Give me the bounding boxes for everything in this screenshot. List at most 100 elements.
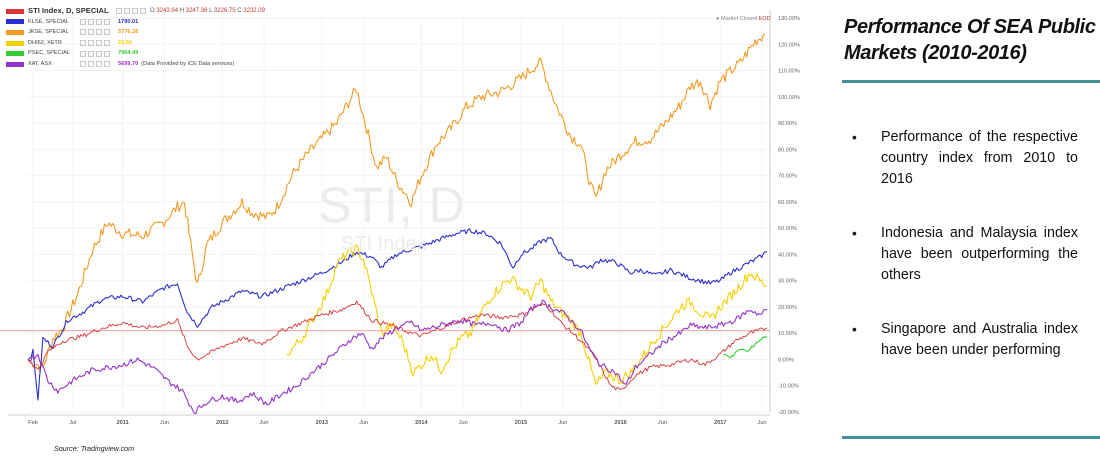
legend-toggle-box[interactable]	[104, 61, 110, 68]
x-tick-label: Jun	[658, 420, 667, 426]
legend-toggle-box[interactable]	[104, 29, 110, 36]
summary-panel: Performance Of SEA Public Markets (2010-…	[830, 0, 1100, 458]
legend-toggle-box[interactable]	[80, 50, 86, 57]
y-tick-label: 90.00%	[778, 121, 797, 127]
market-status-text: Market Closed	[720, 16, 758, 22]
legend-swatch	[6, 51, 24, 57]
legend-main-row[interactable]: STI Index, D, SPECIAL O 3243.94 H 3247.3…	[6, 6, 265, 17]
legend-toggle-box[interactable]	[140, 8, 146, 15]
legend-item-name: DHI62, XETR	[28, 39, 62, 46]
y-tick-label: 80.00%	[778, 147, 797, 153]
y-tick-label: 20.00%	[778, 305, 797, 311]
plot-area	[28, 18, 770, 412]
legend-toggle-box[interactable]	[88, 50, 94, 57]
chart-legend: STI Index, D, SPECIAL O 3243.94 H 3247.3…	[6, 6, 265, 70]
legend-toggle-box[interactable]	[80, 18, 86, 25]
legend-item-value: 1790.01	[118, 18, 139, 25]
y-tick-label: 30.00%	[778, 279, 797, 285]
ohlc-readout: O 3243.94 H 3247.36 L 3226.75 C 3232.09	[150, 8, 265, 14]
y-tick-label: -10.00%	[778, 384, 799, 390]
source-note: Source: Tradingview.com	[54, 444, 135, 453]
y-tick-label: 40.00%	[778, 252, 797, 258]
series-line-klse	[27, 228, 768, 401]
watermark-name: STI Index	[341, 233, 427, 255]
legend-item-name: XAT, ASX	[28, 60, 52, 67]
chart-axes: 130.00% 120.00% 110.00% 100.00% 90.00% 80.00%…	[8, 10, 800, 426]
series-line-xat	[27, 299, 768, 415]
x-tick-label: 2013	[316, 420, 328, 426]
watermark-symbol: STI, D	[318, 177, 466, 233]
x-tick-label: 2014	[415, 420, 428, 426]
x-tick-label: Jun	[558, 420, 567, 426]
legend-toggle-box[interactable]	[116, 8, 122, 15]
legend-toggle-box[interactable]	[104, 18, 110, 25]
legend-item-value: 21.00	[118, 39, 132, 46]
legend-toggle-box[interactable]	[88, 18, 94, 25]
line-chart: 130.00% 120.00% 110.00% 100.00% 90.00% 80.00%…	[0, 10, 800, 426]
legend-toggle-box[interactable]	[132, 8, 138, 15]
x-tick-label: 2011	[117, 420, 129, 426]
bullet-list: Performance of the respective country in…	[852, 127, 1078, 361]
y-tick-label: 110.00%	[778, 69, 800, 75]
status-icon: ●	[716, 16, 720, 22]
legend-item-value: 5776.28	[118, 29, 139, 36]
y-tick-label: 100.00%	[778, 95, 800, 101]
y-tick-label: -20.00%	[778, 410, 799, 416]
legend-item[interactable]: KLSE, SPECIAL 1790.01	[6, 17, 265, 28]
legend-toggle-box[interactable]	[96, 61, 102, 68]
legend-item[interactable]: XAT, ASX 5699.70 (Data Provided by ICE Dat…	[6, 59, 265, 70]
legend-item[interactable]: PSEC, SPECIAL 7964.49	[6, 48, 265, 59]
legend-toggle-box[interactable]	[88, 29, 94, 36]
title-divider	[842, 80, 1100, 83]
x-tick-label: 2012	[216, 420, 228, 426]
bottom-divider	[842, 436, 1100, 439]
chart-series	[27, 33, 768, 415]
legend-swatch	[6, 40, 24, 46]
legend-item-note: (Data Provided by ICE Data services)	[141, 60, 235, 67]
legend-toggle-box[interactable]	[104, 40, 110, 47]
legend-swatch	[6, 29, 24, 35]
legend-item-value: 7964.49	[118, 50, 139, 57]
legend-toggle-box[interactable]	[96, 40, 102, 47]
legend-toggle-box[interactable]	[96, 18, 102, 25]
legend-toggle-box[interactable]	[80, 29, 86, 36]
legend-toggle-box[interactable]	[124, 8, 130, 15]
y-tick-label: 130.00%	[778, 16, 800, 22]
legend-item[interactable]: JKSE, SPECIAL 5776.28	[6, 27, 265, 38]
y-tick-label: 10.00%	[778, 331, 797, 337]
x-tick-label: Jun	[758, 420, 767, 426]
x-tick-label: Jun	[359, 420, 368, 426]
series-line-jkse	[27, 33, 766, 372]
legend-item-name: KLSE, SPECIAL	[28, 18, 70, 25]
series-line-psec	[723, 335, 768, 359]
y-tick-label: 0.00%	[778, 357, 794, 363]
y-tick-label: 50.00%	[778, 226, 797, 232]
legend-toggle-box[interactable]	[80, 61, 86, 68]
legend-item-name: PSEC, SPECIAL	[28, 50, 70, 57]
legend-toggle-box[interactable]	[88, 40, 94, 47]
y-tick-label: 70.00%	[778, 174, 797, 180]
y-tick-label: 60.00%	[778, 200, 797, 206]
x-tick-label: 2015	[515, 420, 527, 426]
x-tick-label: Jun	[160, 420, 169, 426]
legend-item[interactable]: DHI62, XETR 21.00	[6, 38, 265, 49]
legend-main-name: STI Index, D, SPECIAL	[28, 6, 109, 15]
legend-toggle-box[interactable]	[88, 61, 94, 68]
legend-toggle-box[interactable]	[96, 29, 102, 36]
legend-toggle-box[interactable]	[80, 40, 86, 47]
panel-title: Performance Of SEA Public Markets (2010-…	[844, 16, 1096, 64]
x-tick-label: Jun	[260, 420, 269, 426]
legend-swatch-main	[6, 8, 24, 14]
legend-item-name: JKSE, SPECIAL	[28, 29, 69, 36]
bullet-item: Performance of the respective country in…	[852, 127, 1078, 190]
x-tick-label: Feb	[28, 420, 38, 426]
legend-toggle-box[interactable]	[96, 50, 102, 57]
market-status: ● Market Closed EOD	[716, 16, 771, 22]
bullet-item: Indonesia and Malaysia index have been o…	[852, 223, 1078, 286]
legend-toggle-box[interactable]	[104, 50, 110, 57]
legend-swatch	[6, 61, 24, 67]
x-tick-label: Jun	[459, 420, 468, 426]
y-tick-label: 120.00%	[778, 42, 800, 48]
legend-swatch	[6, 19, 24, 25]
bullet-item: Singapore and Australia index have been …	[852, 319, 1078, 361]
